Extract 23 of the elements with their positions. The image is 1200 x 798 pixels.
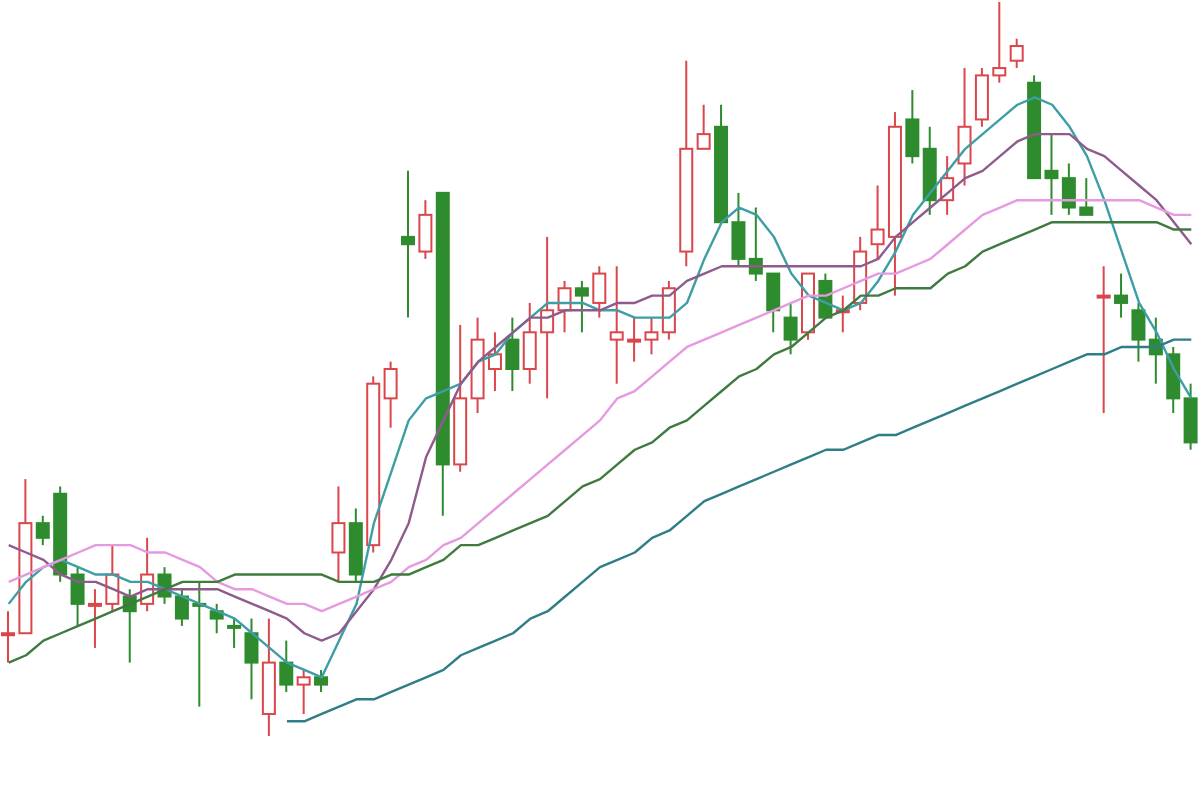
candlestick [574, 279, 589, 334]
candlestick [1131, 301, 1146, 363]
candlestick [70, 566, 85, 627]
candlestick [418, 199, 433, 260]
candlestick [957, 67, 972, 187]
candlestick [1009, 37, 1024, 70]
candlestick [227, 617, 242, 649]
candlestick [1096, 265, 1111, 415]
candlestick [696, 103, 711, 150]
candlestick [296, 668, 311, 715]
candlestick [783, 301, 798, 356]
candlestick [401, 169, 415, 319]
candlestick [244, 617, 259, 701]
candlestick [905, 89, 920, 165]
candlestick [314, 668, 329, 693]
candlestick [1114, 272, 1129, 319]
candlestick [592, 265, 607, 319]
candlestick [279, 639, 294, 693]
candlestick [383, 360, 398, 429]
candlestick [331, 485, 346, 583]
candlestick [209, 602, 224, 635]
candlestick [505, 316, 520, 393]
candlestick [1183, 382, 1198, 451]
